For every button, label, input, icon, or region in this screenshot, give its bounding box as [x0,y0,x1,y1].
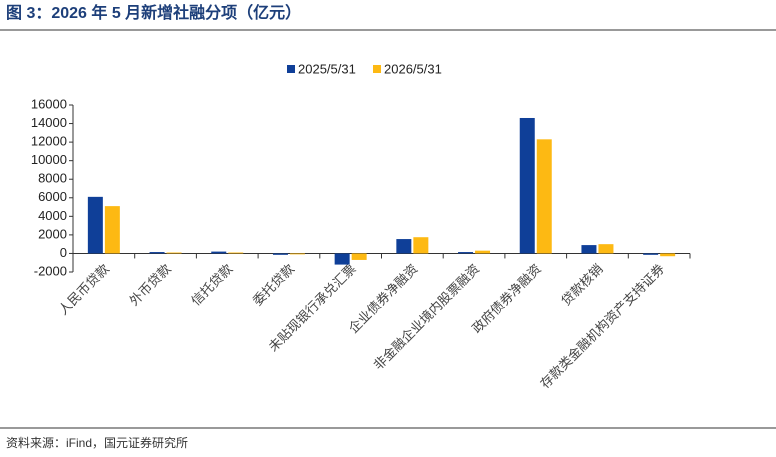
legend-label: 2026/5/31 [384,61,442,76]
y-tick-label: 0 [60,245,67,260]
bar [475,250,491,254]
bar [598,244,614,254]
bar [643,253,659,255]
legend-swatch [287,65,295,73]
x-tick-label: 贷款核销 [558,261,605,308]
x-tick-label: 外币贷款 [126,261,173,308]
y-tick-label: 2000 [38,226,67,241]
bar [211,251,227,254]
bar [396,239,412,254]
chart-title: 图 3：2026 年 5 月新增社融分项（亿元） [6,3,301,22]
bar [149,252,165,254]
bar [166,252,182,254]
y-tick-label: 4000 [38,208,67,223]
y-tick-label: 12000 [31,134,67,149]
x-tick-label: 委托贷款 [250,261,297,308]
bar [660,253,676,257]
bar [334,253,350,265]
x-tick-label: 非金融企业境内股票融资 [371,261,483,373]
bar [458,252,474,254]
bar [272,253,288,255]
y-tick-label: 16000 [31,96,67,111]
y-tick-label: 10000 [31,152,67,167]
bar [289,253,305,255]
bar [413,237,429,254]
bar [536,139,552,254]
bar [581,245,597,254]
bar [104,206,120,254]
bar [228,252,244,254]
bar [87,196,103,254]
x-tick-label: 存款类金融机构资产支持证券 [537,261,667,391]
x-tick-label: 信托贷款 [188,261,235,308]
source-note: 资料来源：iFind，国元证券研究所 [6,435,188,450]
y-tick-label: 8000 [38,171,67,186]
y-tick-label: -2000 [34,263,67,278]
legend-label: 2025/5/31 [298,61,356,76]
y-tick-label: 14000 [31,115,67,130]
bar [351,253,367,260]
bar [519,117,535,254]
legend-swatch [373,65,381,73]
y-tick-label: 6000 [38,189,67,204]
